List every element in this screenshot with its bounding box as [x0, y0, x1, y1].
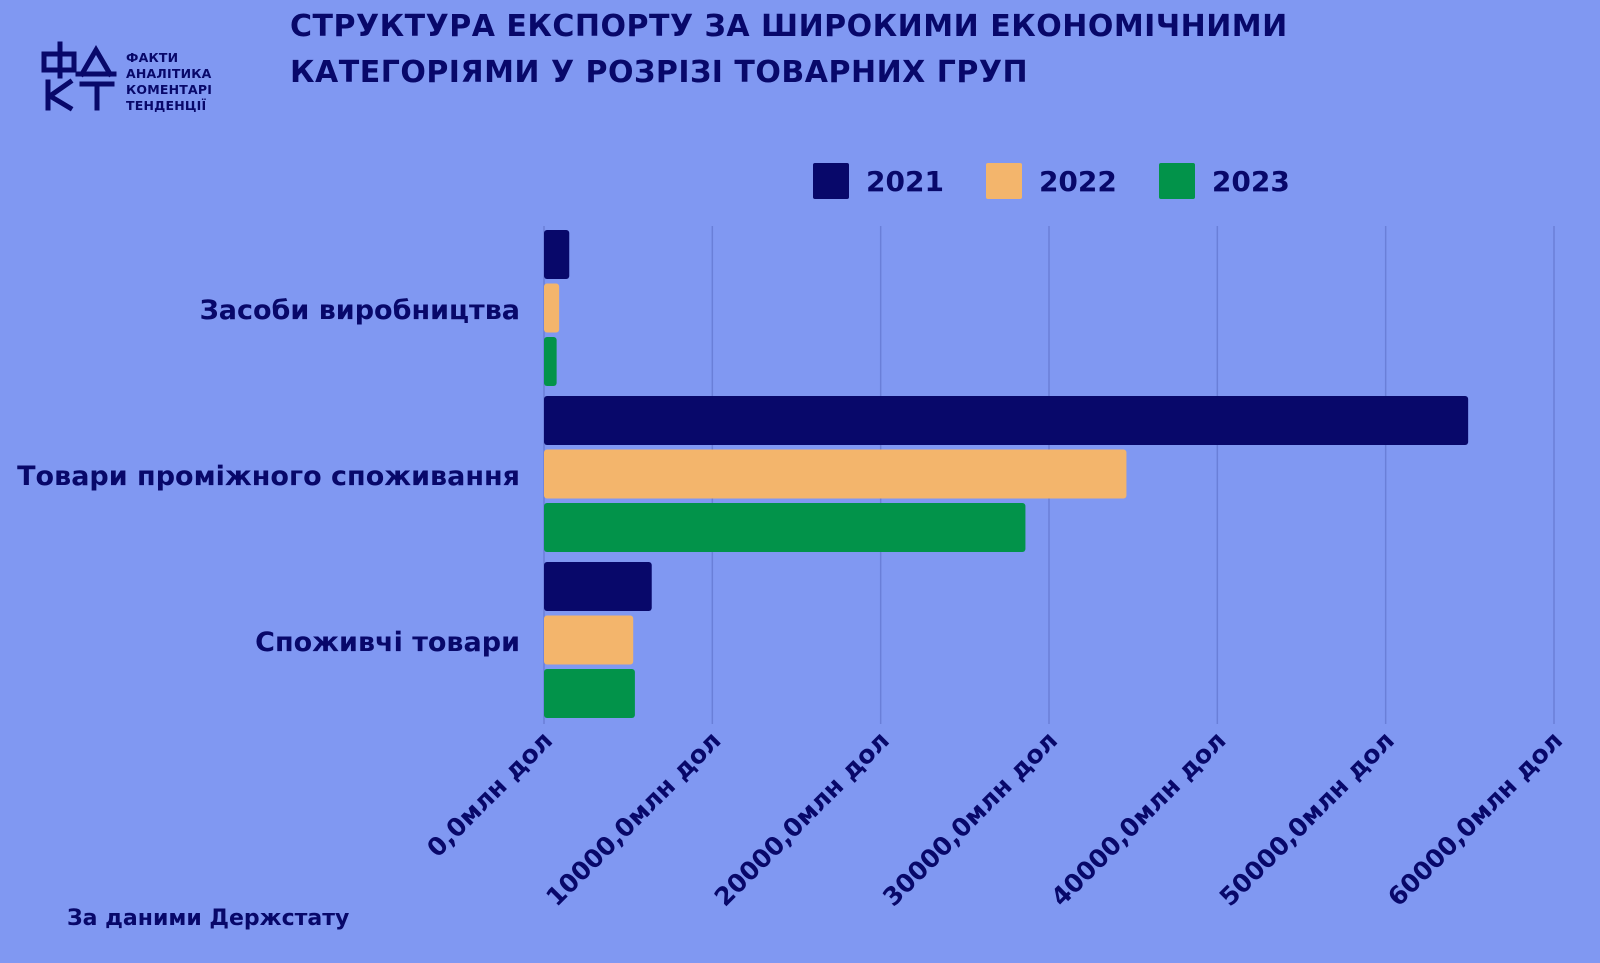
- chart-title-line: СТРУКТУРА ЕКСПОРТУ ЗА ШИРОКИМИ ЕКОНОМІЧН…: [290, 9, 1288, 44]
- logo-text-line: ФАКТИ: [126, 50, 179, 65]
- logo-text-line: АНАЛІТИКА: [126, 66, 212, 81]
- bar-2022: [544, 283, 560, 333]
- logo-mark-icon: [41, 41, 117, 112]
- logo-text-line: ТЕНДЕНЦІЇ: [126, 98, 207, 113]
- chart-title-line: КАТЕГОРІЯМИ У РОЗРІЗІ ТОВАРНИХ ГРУП: [290, 55, 1029, 90]
- chart-title: СТРУКТУРА ЕКСПОРТУ ЗА ШИРОКИМИ ЕКОНОМІЧН…: [290, 4, 1440, 96]
- legend-swatch: [1158, 163, 1195, 199]
- logo: ФАКТИ АНАЛІТИКА КОМЕНТАРІ ТЕНДЕНЦІЇ: [38, 40, 228, 120]
- legend-swatch: [813, 163, 849, 199]
- x-tick-label: 50000,0млн дол: [1214, 726, 1400, 912]
- bar-2021: [544, 562, 652, 611]
- bar-2021: [544, 230, 570, 279]
- legend-item-2023: 2023: [1158, 163, 1290, 199]
- x-tick-label: 20000,0млн дол: [709, 726, 895, 912]
- legend-item-2021: 2021: [813, 163, 944, 199]
- legend-swatch: [985, 163, 1022, 199]
- x-tick-label: 10000,0млн дол: [540, 726, 726, 912]
- bar-2021: [544, 396, 1469, 445]
- legend-item-2022: 2022: [985, 163, 1117, 199]
- bar-2022: [544, 449, 1127, 499]
- legend-label: 2022: [1038, 164, 1117, 198]
- bar-2023: [544, 669, 635, 718]
- logo-text-line: КОМЕНТАРІ: [126, 82, 213, 97]
- x-tick-label: 30000,0млн дол: [877, 726, 1063, 912]
- x-tick-label: 40000,0млн дол: [1045, 726, 1231, 912]
- bar-2023: [544, 337, 557, 386]
- bar-2022: [544, 615, 634, 665]
- category-label: Споживчі товари: [255, 627, 520, 658]
- legend-label: 2023: [1211, 164, 1290, 198]
- source-note: За даними Держстату: [67, 906, 350, 931]
- category-label: Засоби виробництва: [200, 295, 520, 326]
- logo-text: ФАКТИ АНАЛІТИКА КОМЕНТАРІ ТЕНДЕНЦІЇ: [126, 50, 212, 114]
- bar-2023: [544, 503, 1026, 552]
- x-tick-label: 60000,0млн дол: [1382, 726, 1568, 912]
- legend: 2021 2022 2023: [813, 163, 1332, 199]
- x-tick-label: 0,0млн дол: [421, 726, 558, 863]
- category-label: Товари проміжного споживання: [17, 461, 520, 492]
- legend-label: 2021: [866, 164, 944, 198]
